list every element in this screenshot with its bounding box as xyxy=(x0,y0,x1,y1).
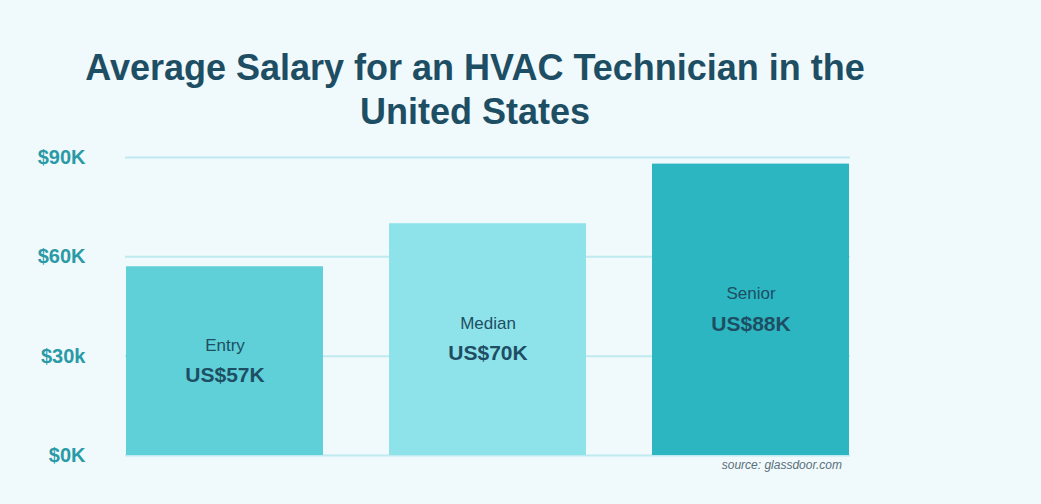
svg-text:$90K: $90K xyxy=(38,146,86,168)
html-text:Average Salary for an HVAC Tec: Average Salary for an HVAC Technician in… xyxy=(85,47,865,132)
svg-text:Senior: Senior xyxy=(726,284,775,303)
svg-text:$60K: $60K xyxy=(38,245,86,267)
svg-text:US$57K: US$57K xyxy=(185,363,264,386)
html-text:source: glassdoor.com: source: glassdoor.com xyxy=(721,458,842,472)
svg-text:US$70K: US$70K xyxy=(448,341,527,364)
svg-text:Entry: Entry xyxy=(205,336,245,355)
svg-text:US$88K: US$88K xyxy=(711,312,790,335)
svg-text:$30k: $30k xyxy=(41,345,86,367)
svg-text:$0K: $0K xyxy=(49,444,86,466)
svg-text:Median: Median xyxy=(460,314,516,333)
